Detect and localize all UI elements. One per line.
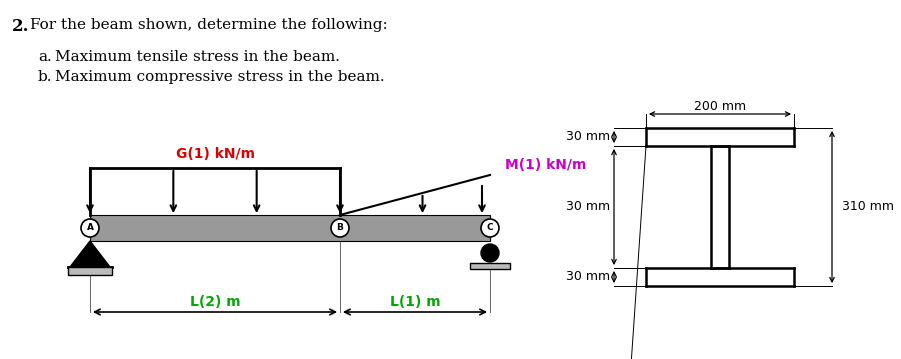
Text: C: C — [487, 224, 494, 233]
Text: M(1) kN/m: M(1) kN/m — [505, 158, 587, 172]
Text: B: B — [337, 224, 343, 233]
Polygon shape — [70, 241, 110, 267]
Text: 310 mm: 310 mm — [842, 200, 894, 214]
Circle shape — [481, 219, 499, 237]
Text: 30 mm: 30 mm — [566, 200, 610, 214]
Text: G(1) kN/m: G(1) kN/m — [176, 147, 254, 161]
Bar — [470, 263, 510, 269]
Text: A: A — [86, 224, 94, 233]
Bar — [90, 215, 490, 241]
Text: 30 mm: 30 mm — [566, 131, 610, 144]
Text: Maximum compressive stress in the beam.: Maximum compressive stress in the beam. — [55, 70, 385, 84]
Text: For the beam shown, determine the following:: For the beam shown, determine the follow… — [30, 18, 387, 32]
Bar — [68, 267, 112, 275]
Circle shape — [331, 219, 349, 237]
Text: 2.: 2. — [12, 18, 30, 35]
Text: a.: a. — [38, 50, 51, 64]
Text: b.: b. — [38, 70, 52, 84]
Circle shape — [81, 219, 99, 237]
Text: 200 mm: 200 mm — [694, 99, 746, 112]
Text: Maximum tensile stress in the beam.: Maximum tensile stress in the beam. — [55, 50, 340, 64]
Text: L(2) m: L(2) m — [190, 295, 241, 309]
Text: L(1) m: L(1) m — [390, 295, 441, 309]
Circle shape — [481, 244, 499, 262]
Text: 30 mm: 30 mm — [566, 270, 610, 284]
